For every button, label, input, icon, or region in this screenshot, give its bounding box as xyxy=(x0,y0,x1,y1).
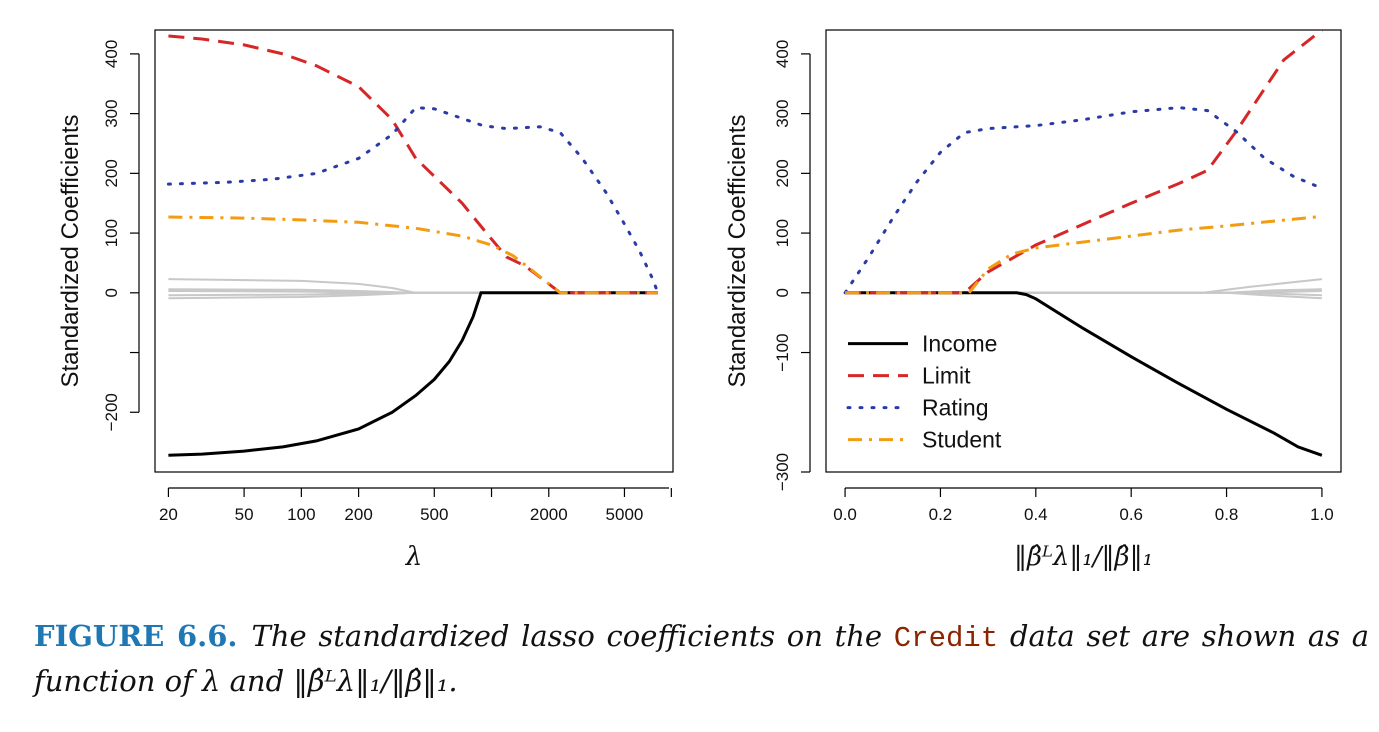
y-tick-label: −200 xyxy=(102,393,121,431)
x-tick-label: 5000 xyxy=(606,505,644,524)
legend: Income Limit Rating Student xyxy=(846,331,1002,453)
legend-label-limit: Limit xyxy=(922,363,971,389)
y-tick-label: 0 xyxy=(102,288,121,297)
caption-label: FIGURE 6.6. xyxy=(34,619,238,653)
y-tick-label: −300 xyxy=(773,453,792,491)
x-tick-label: 50 xyxy=(235,505,254,524)
figure-svg: 20 50 100 200 500 2000 5000−2000100200300400St… xyxy=(57,29,1342,572)
figure-caption: FIGURE 6.6. The standardized lasso coeffi… xyxy=(34,615,1369,702)
x-tick-label: 0.0 xyxy=(833,505,857,524)
x-tick-label: 500 xyxy=(420,505,448,524)
y-tick-label: 100 xyxy=(102,219,121,247)
legend-label-rating: Rating xyxy=(922,395,988,421)
y-tick-label: 400 xyxy=(102,40,121,68)
series-line-rating xyxy=(166,106,660,295)
chart-panel-1: 20 50 100 200 500 2000 5000 −200 0 100 200 300 400 St… xyxy=(57,29,674,572)
y-axis-title: Standardized Coefficients xyxy=(57,114,84,387)
x-tick-label: 2000 xyxy=(530,505,568,524)
y-tick-label: 200 xyxy=(102,159,121,187)
chart-panel-2: 0.0 0.2 0.4 0.6 0.8 1.0 −300 −100 0 100 200 300 400 S… xyxy=(724,29,1342,572)
y-axis: −200 0 100 200 300 400 xyxy=(102,40,140,431)
x-axis-title: ‖β̂ᴸλ‖₁/‖β̂‖₁ xyxy=(1014,542,1153,572)
caption-code-word: Credit xyxy=(893,622,999,655)
legend-label-income: Income xyxy=(922,331,997,357)
series-line-limit xyxy=(845,30,1323,295)
plot-frame xyxy=(825,29,1342,473)
y-tick-label: 100 xyxy=(773,219,792,247)
x-tick-label: 1.0 xyxy=(1310,505,1334,524)
y-tick-label: 0 xyxy=(773,288,792,297)
x-tick-label: 200 xyxy=(344,505,372,524)
x-axis-title: λ xyxy=(405,542,422,572)
x-tick-label: 100 xyxy=(287,505,315,524)
series-line-student xyxy=(845,214,1323,295)
x-tick-label: 0.4 xyxy=(1024,505,1048,524)
series-line-rating xyxy=(843,106,1324,295)
series-line-student xyxy=(168,215,658,295)
y-tick-label: 300 xyxy=(102,99,121,127)
series-line-income xyxy=(168,291,658,457)
x-tick-label: 20 xyxy=(159,505,178,524)
caption-text-after: data set are shown as a function of λ an… xyxy=(34,619,1370,698)
figure: 20 50 100 200 500 2000 5000 −200 0 100 200 300 400 St… xyxy=(57,29,1342,572)
y-tick-label: 400 xyxy=(773,40,792,68)
series-line-other xyxy=(845,291,1322,300)
x-tick-label: 0.6 xyxy=(1119,505,1143,524)
y-tick-label: 300 xyxy=(773,99,792,127)
x-axis: 20 50 100 200 500 2000 5000 xyxy=(159,487,672,524)
x-tick-label: 0.2 xyxy=(929,505,953,524)
y-axis: −300 −100 0 100 200 300 400 xyxy=(773,40,811,491)
series-line-limit xyxy=(168,34,658,295)
y-tick-label: −100 xyxy=(773,333,792,371)
series-line-income xyxy=(845,291,1323,457)
legend-label-student: Student xyxy=(922,427,1002,453)
y-tick-label: 200 xyxy=(773,159,792,187)
x-axis: 0.0 0.2 0.4 0.6 0.8 1.0 xyxy=(833,487,1334,524)
plot-frame xyxy=(154,29,674,473)
x-tick-label: 0.8 xyxy=(1215,505,1239,524)
caption-text-before: The standardized lasso coefficients on t… xyxy=(251,619,883,653)
y-axis-title: Standardized Coefficients xyxy=(724,114,751,387)
